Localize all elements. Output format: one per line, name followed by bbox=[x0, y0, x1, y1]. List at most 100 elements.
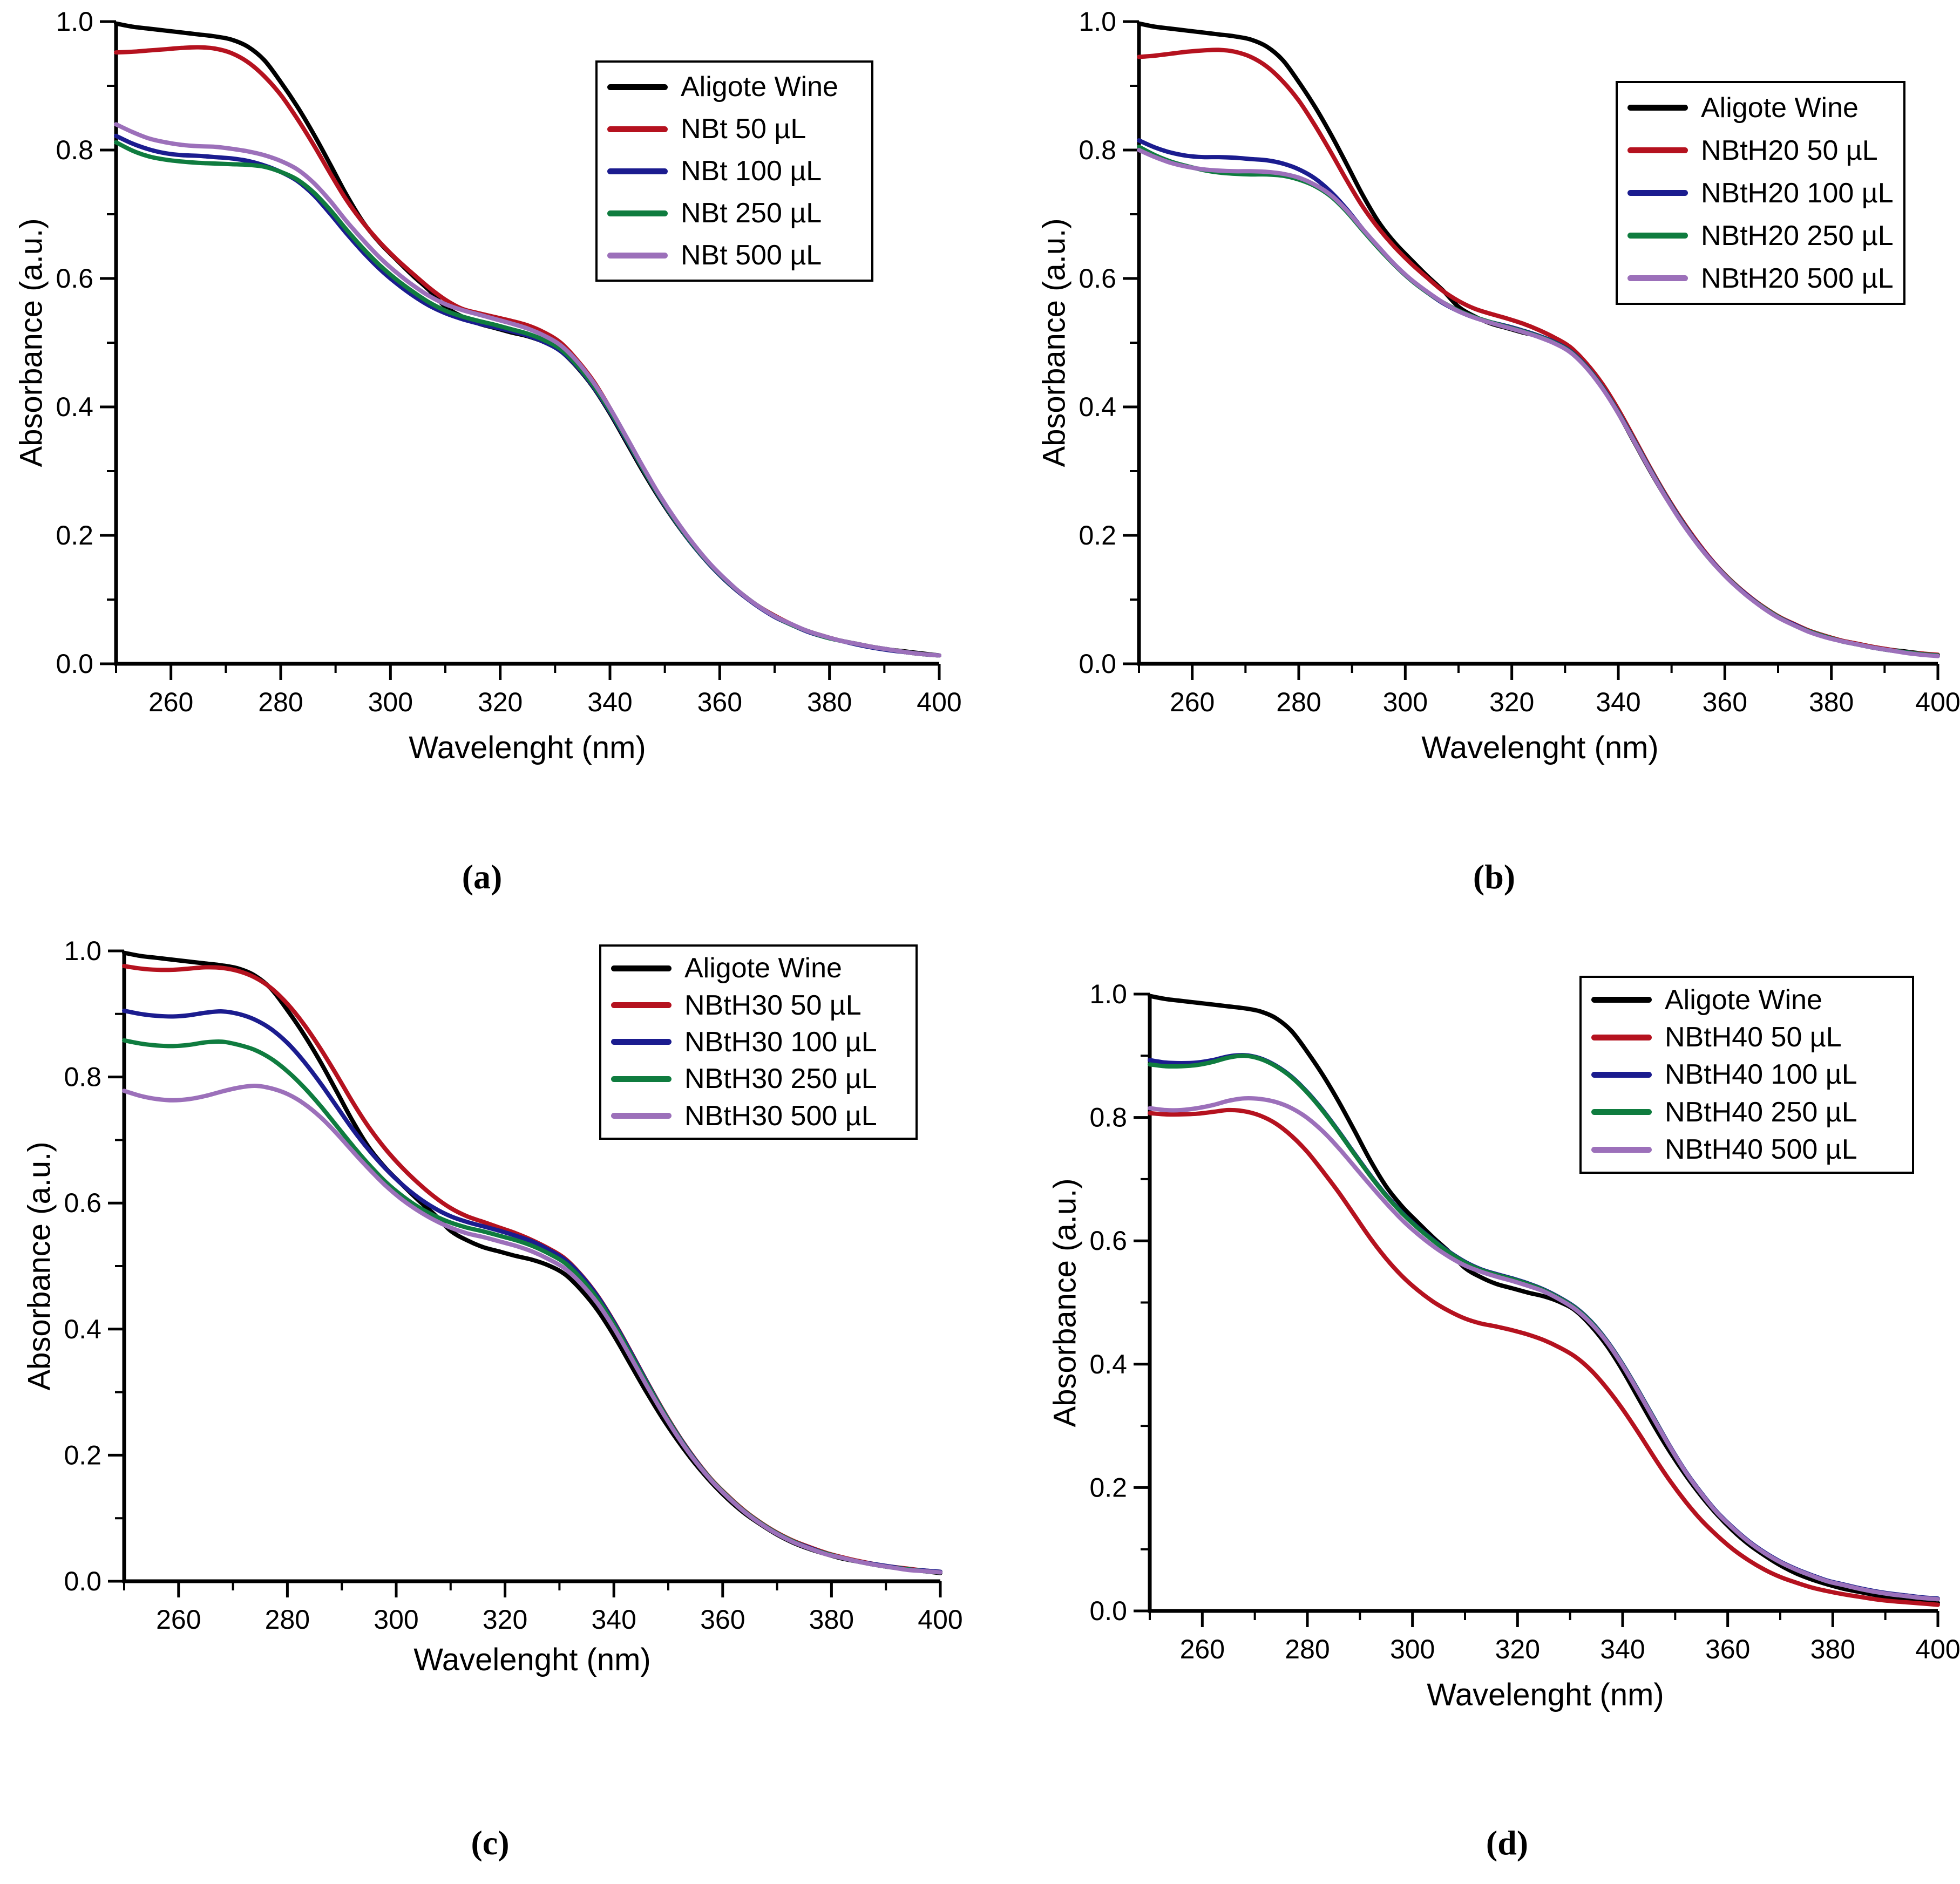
x-axis-label-a: Wavelenght (nm) bbox=[409, 730, 646, 765]
legend-label: Aligote Wine bbox=[1665, 984, 1822, 1016]
legend-label: NBtH20 100 µL bbox=[1701, 177, 1894, 209]
legend-line-swatch bbox=[1591, 1109, 1652, 1116]
legend-panel-a: Aligote Wine NBt 50 µL NBt 100 µL NBt 25… bbox=[595, 60, 873, 282]
x-tick-label: 380 bbox=[1810, 1634, 1855, 1664]
x-tick-label: 300 bbox=[1390, 1634, 1435, 1664]
legend-label: NBt 250 µL bbox=[681, 198, 822, 229]
legend-label: NBtH40 250 µL bbox=[1665, 1096, 1857, 1128]
y-tick-label: 0.0 bbox=[1079, 649, 1116, 679]
panel-label-c: (c) bbox=[471, 1824, 510, 1862]
legend-label: Aligote Wine bbox=[1701, 92, 1859, 124]
panel-d: 260 280 300 320 340 360 380 400 0.0 0.2 0.4 0.6 0.8 1… bbox=[1089, 979, 1960, 1664]
x-tick-label: 260 bbox=[1180, 1634, 1225, 1664]
y-tick-label: 0.0 bbox=[56, 649, 93, 679]
x-tick-label: 380 bbox=[809, 1604, 854, 1635]
legend-panel-b: Aligote Wine NBtH20 50 µL NBtH20 100 µL … bbox=[1616, 81, 1905, 305]
legend-line-swatch bbox=[607, 84, 668, 90]
x-tick-label: 320 bbox=[1495, 1634, 1540, 1664]
legend-item: NBtH30 100 µL bbox=[611, 1028, 906, 1056]
x-tick-label: 380 bbox=[807, 687, 852, 717]
legend-line-swatch bbox=[1627, 105, 1688, 111]
legend-label: Aligote Wine bbox=[681, 71, 838, 103]
x-tick-label: 340 bbox=[1596, 687, 1640, 717]
legend-item: Aligote Wine bbox=[1627, 94, 1894, 122]
series-curve-NBtH40-500-µL bbox=[1148, 1096, 1940, 1602]
y-tick-label: 0.2 bbox=[64, 1440, 101, 1470]
y-tick-label: 0.8 bbox=[56, 135, 93, 165]
legend-label: NBtH20 250 µL bbox=[1701, 220, 1894, 251]
legend-line-swatch bbox=[611, 1076, 672, 1082]
x-axis-label-d: Wavelenght (nm) bbox=[1427, 1677, 1664, 1712]
legend-label: NBtH40 100 µL bbox=[1665, 1059, 1857, 1091]
legend-line-swatch bbox=[1591, 1146, 1652, 1153]
legend-item: NBt 250 µL bbox=[607, 199, 862, 227]
legend-label: NBtH30 50 µL bbox=[684, 989, 862, 1021]
panel-a: 260 280 300 320 340 360 380 400 0.0 0.2 0.4 0.6 0.8 1… bbox=[56, 6, 961, 717]
y-tick-label: 0.0 bbox=[64, 1566, 101, 1596]
y-tick-label: 1.0 bbox=[1079, 6, 1116, 37]
legend-item: NBtH20 500 µL bbox=[1627, 264, 1894, 293]
x-tick-label: 260 bbox=[1170, 687, 1215, 717]
legend-line-swatch bbox=[1591, 1071, 1652, 1078]
y-tick-label: 0.4 bbox=[56, 392, 93, 422]
y-tick-label: 0.2 bbox=[56, 520, 93, 550]
legend-label: NBtH20 50 µL bbox=[1701, 134, 1878, 166]
x-tick-label: 360 bbox=[700, 1604, 745, 1635]
legend-line-swatch bbox=[607, 126, 668, 132]
series-curve-NBtH30-500-µL bbox=[122, 1083, 942, 1575]
y-axis-label-a: Absorbance (a.u.) bbox=[13, 218, 49, 467]
panel-c: 260 280 300 320 340 360 380 400 0.0 0.2 0.4 0.6 0.8 1… bbox=[64, 936, 962, 1635]
y-tick-label: 0.8 bbox=[64, 1062, 101, 1092]
legend-item: Aligote Wine bbox=[607, 73, 862, 101]
x-tick-label: 320 bbox=[483, 1604, 527, 1635]
y-tick-label: 0.4 bbox=[64, 1314, 101, 1344]
legend-item: NBtH40 500 µL bbox=[1591, 1135, 1902, 1164]
legend-line-swatch bbox=[1591, 997, 1652, 1003]
y-tick-label: 0.6 bbox=[1079, 263, 1116, 294]
legend-panel-c: Aligote Wine NBtH30 50 µL NBtH30 100 µL … bbox=[599, 944, 918, 1140]
y-tick-label: 0.8 bbox=[1089, 1103, 1127, 1133]
y-tick-label: 0.6 bbox=[64, 1188, 101, 1218]
legend-item: Aligote Wine bbox=[611, 954, 906, 982]
y-tick-label: 0.6 bbox=[56, 263, 93, 294]
legend-label: NBtH40 50 µL bbox=[1665, 1022, 1842, 1053]
legend-label: NBtH30 250 µL bbox=[684, 1063, 877, 1095]
legend-item: NBtH20 100 µL bbox=[1627, 179, 1894, 207]
legend-label: NBt 100 µL bbox=[681, 155, 822, 187]
x-tick-label: 280 bbox=[265, 1604, 310, 1635]
x-tick-label: 360 bbox=[697, 687, 742, 717]
panel-label-d: (d) bbox=[1486, 1824, 1529, 1862]
legend-item: NBtH40 50 µL bbox=[1591, 1023, 1902, 1051]
legend-label: NBtH20 500 µL bbox=[1701, 262, 1894, 294]
legend-line-swatch bbox=[607, 168, 668, 174]
x-tick-label: 360 bbox=[1703, 687, 1747, 717]
x-tick-label: 300 bbox=[374, 1604, 418, 1635]
legend-item: NBtH30 50 µL bbox=[611, 991, 906, 1019]
x-tick-label: 320 bbox=[1489, 687, 1534, 717]
x-tick-label: 400 bbox=[1915, 1634, 1960, 1664]
x-tick-label: 340 bbox=[591, 1604, 636, 1635]
legend-line-swatch bbox=[607, 210, 668, 216]
x-tick-label: 280 bbox=[258, 687, 303, 717]
x-tick-label: 280 bbox=[1285, 1634, 1330, 1664]
x-tick-label: 320 bbox=[478, 687, 523, 717]
legend-item: Aligote Wine bbox=[1591, 986, 1902, 1014]
legend-item: NBtH40 250 µL bbox=[1591, 1098, 1902, 1126]
series-curve-NBtH20-500-µL bbox=[1137, 148, 1940, 658]
y-tick-label: 0.2 bbox=[1079, 520, 1116, 550]
x-tick-label: 340 bbox=[587, 687, 632, 717]
y-tick-label: 1.0 bbox=[64, 936, 101, 966]
legend-line-swatch bbox=[1627, 147, 1688, 153]
legend-item: NBtH40 100 µL bbox=[1591, 1060, 1902, 1089]
legend-line-swatch bbox=[1627, 275, 1688, 281]
series-curve-NBtH40-50-µL bbox=[1148, 1107, 1940, 1607]
legend-line-swatch bbox=[1627, 233, 1688, 239]
legend-line-swatch bbox=[1591, 1034, 1652, 1040]
legend-item: NBt 100 µL bbox=[607, 157, 862, 185]
legend-item: NBtH20 50 µL bbox=[1627, 137, 1894, 165]
x-tick-label: 340 bbox=[1600, 1634, 1645, 1664]
legend-item: NBt 500 µL bbox=[607, 241, 862, 269]
legend-line-swatch bbox=[611, 1113, 672, 1119]
